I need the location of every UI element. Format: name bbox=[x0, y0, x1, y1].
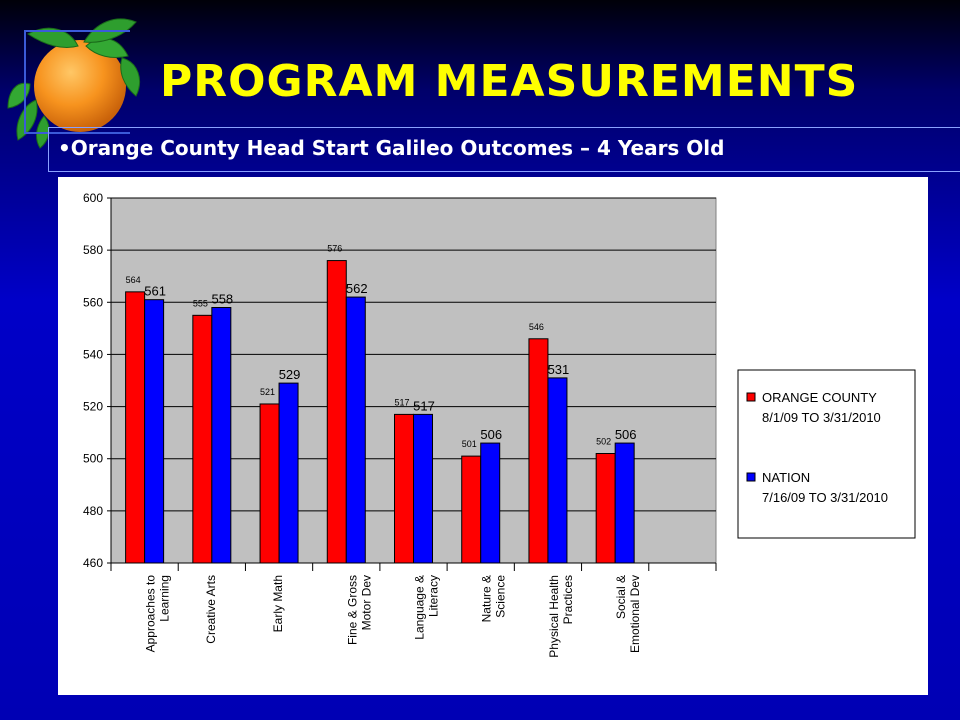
x-category-label: Social &Emotional Dev bbox=[614, 575, 642, 653]
y-tick-label: 480 bbox=[83, 504, 103, 518]
legend-entry-label: NATION 7/16/09 TO 3/31/2010 bbox=[762, 470, 888, 505]
x-category-label-line: Creative Arts bbox=[204, 575, 218, 644]
x-category-label: Approaches toLearning bbox=[144, 575, 172, 653]
x-category-label-line: Approaches to bbox=[144, 575, 158, 653]
y-tick-label: 540 bbox=[83, 347, 103, 361]
legend-entry-line: ORANGE COUNTY bbox=[762, 390, 877, 405]
legend-entry-label: ORANGE COUNTY 8/1/09 TO 3/31/2010 bbox=[762, 390, 881, 425]
x-category-label: Physical HealthPractices bbox=[547, 575, 575, 658]
x-category-label-line: Social & bbox=[614, 575, 628, 619]
y-tick-label: 580 bbox=[83, 243, 103, 257]
bar-nation bbox=[278, 382, 299, 564]
x-category-label: Fine & GrossMotor Dev bbox=[345, 575, 373, 645]
legend-entry-line: 8/1/09 TO 3/31/2010 bbox=[762, 410, 881, 425]
y-tick-label: 460 bbox=[83, 556, 103, 570]
bar-orange-county bbox=[394, 413, 414, 564]
bar-nation bbox=[413, 413, 433, 564]
y-tick-label: 520 bbox=[83, 400, 103, 414]
bar-orange-county bbox=[192, 314, 213, 564]
y-tick-label: 500 bbox=[83, 452, 103, 466]
x-category-label-line: Early Math bbox=[271, 575, 285, 632]
bar-nation bbox=[480, 442, 501, 564]
bar-orange-county bbox=[461, 455, 482, 564]
x-category-label-line: Language & bbox=[413, 575, 427, 640]
x-category-label-line: Learning bbox=[158, 575, 172, 622]
bar-orange-county bbox=[595, 453, 616, 564]
bar-nation bbox=[614, 442, 635, 564]
legend-entry-line: NATION bbox=[762, 470, 810, 485]
x-category-label-line: Practices bbox=[561, 575, 575, 624]
x-category-label-line: Physical Health bbox=[547, 575, 561, 658]
data-label: 521 bbox=[260, 387, 275, 397]
data-label: 531 bbox=[548, 362, 570, 377]
x-category-label: Early Math bbox=[271, 575, 285, 632]
data-label: 564 bbox=[126, 275, 141, 285]
data-label: 517 bbox=[394, 397, 409, 407]
data-label: 561 bbox=[144, 284, 166, 299]
data-label: 555 bbox=[193, 298, 208, 308]
x-category-label: Nature &Science bbox=[480, 575, 508, 623]
data-label: 506 bbox=[480, 427, 502, 442]
legend-swatch-nation bbox=[746, 472, 756, 482]
data-label: 517 bbox=[413, 398, 435, 413]
x-category-label-line: Emotional Dev bbox=[628, 575, 642, 653]
data-label: 558 bbox=[211, 292, 233, 307]
legend bbox=[737, 369, 916, 539]
chart-panel: 460 480 500 520 540 560 580 600 564 561 Approaches… bbox=[58, 177, 928, 695]
x-category-label: Creative Arts bbox=[204, 575, 218, 644]
x-category-label-line: Nature & bbox=[480, 575, 494, 622]
data-label: 546 bbox=[529, 322, 544, 332]
data-label: 529 bbox=[279, 367, 301, 382]
bar-orange-county bbox=[259, 403, 280, 564]
bar-orange-county bbox=[326, 260, 347, 564]
bar-nation bbox=[345, 296, 366, 564]
slide-title: PROGRAM MEASUREMENTS bbox=[160, 56, 859, 107]
y-tick-label: 560 bbox=[83, 295, 103, 309]
y-tick-label: 600 bbox=[83, 191, 103, 205]
bar-nation bbox=[144, 299, 165, 564]
x-category-label-line: Motor Dev bbox=[359, 575, 373, 630]
legend-entry-line: 7/16/09 TO 3/31/2010 bbox=[762, 490, 888, 505]
data-label: 562 bbox=[346, 281, 368, 296]
logo-frame bbox=[24, 30, 130, 134]
slide-subtitle: •Orange County Head Start Galileo Outcom… bbox=[58, 136, 725, 160]
data-label: 502 bbox=[596, 437, 611, 447]
subtitle-bar bbox=[48, 127, 960, 172]
x-category-label-line: Fine & Gross bbox=[345, 575, 359, 645]
x-category-label-line: Science bbox=[494, 575, 508, 618]
legend-swatch-orange-county bbox=[746, 392, 756, 402]
data-label: 506 bbox=[615, 427, 637, 442]
bar-nation bbox=[211, 307, 232, 564]
data-label: 576 bbox=[327, 244, 342, 254]
bar-orange-county bbox=[528, 338, 549, 564]
data-label: 501 bbox=[462, 439, 477, 449]
bar-orange-county bbox=[125, 291, 146, 564]
x-category-label: Language &Literacy bbox=[413, 575, 441, 640]
bar-nation bbox=[547, 377, 568, 564]
x-category-label-line: Literacy bbox=[427, 575, 441, 617]
